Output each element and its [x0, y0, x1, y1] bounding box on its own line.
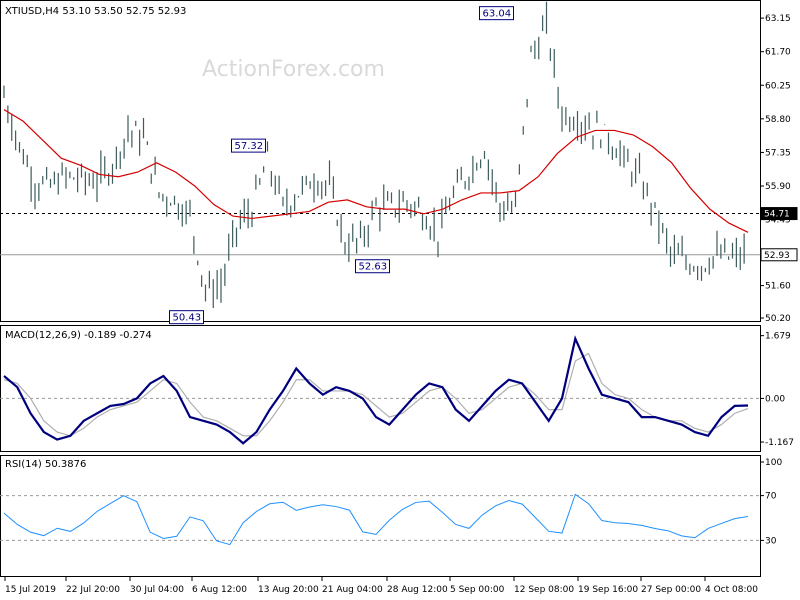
price-tick-label: 54.45	[765, 216, 791, 226]
rsi-panel-frame	[0, 455, 761, 577]
annotation-box	[355, 259, 390, 274]
price-tick-label: 57.35	[765, 148, 791, 158]
price-tick-label: 58.80	[765, 115, 791, 125]
x-tick-label: 4 Oct 08:00	[705, 585, 758, 595]
price-annotation: 52.63	[355, 259, 390, 274]
watermark: ActionForex.com	[202, 57, 385, 82]
x-tick-label: 19 Sep 16:00	[578, 585, 638, 595]
x-tick-label: 27 Sep 00:00	[641, 585, 701, 595]
rsi-tick-label: 100	[765, 458, 782, 468]
rsi-tick-label: 30	[765, 536, 777, 546]
price-tick-label: 61.70	[765, 48, 791, 58]
x-tick-label: 22 Jul 20:00	[66, 585, 120, 595]
x-tick-label: 28 Aug 12:00	[387, 585, 448, 595]
current-price-tag: 52.93	[764, 251, 790, 261]
macd-signal-line	[3, 352, 749, 437]
annotation-label: 57.32	[235, 141, 264, 152]
macd-panel	[0, 335, 760, 445]
rsi-tick-label: 70	[765, 492, 777, 502]
price-tick-label: 60.25	[765, 81, 791, 91]
x-tick-label: 5 Sep 00:00	[450, 585, 505, 595]
price-tick-label: 55.90	[765, 182, 791, 192]
level-tag: 54.71	[764, 210, 790, 220]
macd-panel-frame	[0, 325, 761, 452]
moving-average-line	[3, 109, 749, 233]
rsi-label: RSI(14) 50.3876	[5, 459, 86, 470]
macd-tick-label: 0.00	[765, 394, 785, 404]
macd-tick-label: 1.679	[765, 332, 791, 342]
level-tag-box	[760, 207, 798, 221]
rsi-panel	[0, 493, 760, 546]
price-annotation: 50.43	[169, 310, 204, 325]
x-tick-label: 15 Jul 2019	[5, 585, 56, 595]
annotation-label: 50.43	[173, 313, 202, 324]
price-panel: 63.04 57.32 52.63 50.43	[0, 1, 760, 325]
macd-line	[3, 335, 749, 445]
x-tick-label: 21 Aug 04:00	[322, 585, 383, 595]
annotation-label: 52.63	[359, 262, 388, 273]
annotation-box	[169, 310, 204, 325]
annotation-box	[479, 6, 514, 21]
axes: 63.1561.7060.2558.8057.3555.9054.4553.00…	[4, 14, 798, 595]
price-annotation: 57.32	[231, 138, 266, 153]
x-tick-label: 13 Aug 20:00	[258, 585, 319, 595]
price-tick-label: 51.60	[765, 282, 791, 292]
price-header: XTIUSD,H4 53.10 53.50 52.75 52.93	[5, 6, 186, 17]
macd-label: MACD(12,26,9) -0.189 -0.274	[5, 330, 152, 341]
x-tick-label: 12 Sep 08:00	[514, 585, 574, 595]
price-panel-frame	[0, 0, 761, 322]
x-tick-label: 30 Jul 04:00	[130, 585, 184, 595]
x-tick-label: 6 Aug 12:00	[192, 585, 247, 595]
rsi-line	[3, 493, 749, 546]
annotation-label: 63.04	[483, 9, 512, 20]
current-price-tag-box	[760, 248, 798, 262]
price-tick-label: 63.15	[765, 14, 791, 24]
annotation-box	[231, 138, 266, 153]
price-annotation: 63.04	[479, 6, 514, 21]
macd-tick-label: -1.167	[765, 438, 794, 448]
price-tick-label: 50.20	[765, 314, 791, 324]
